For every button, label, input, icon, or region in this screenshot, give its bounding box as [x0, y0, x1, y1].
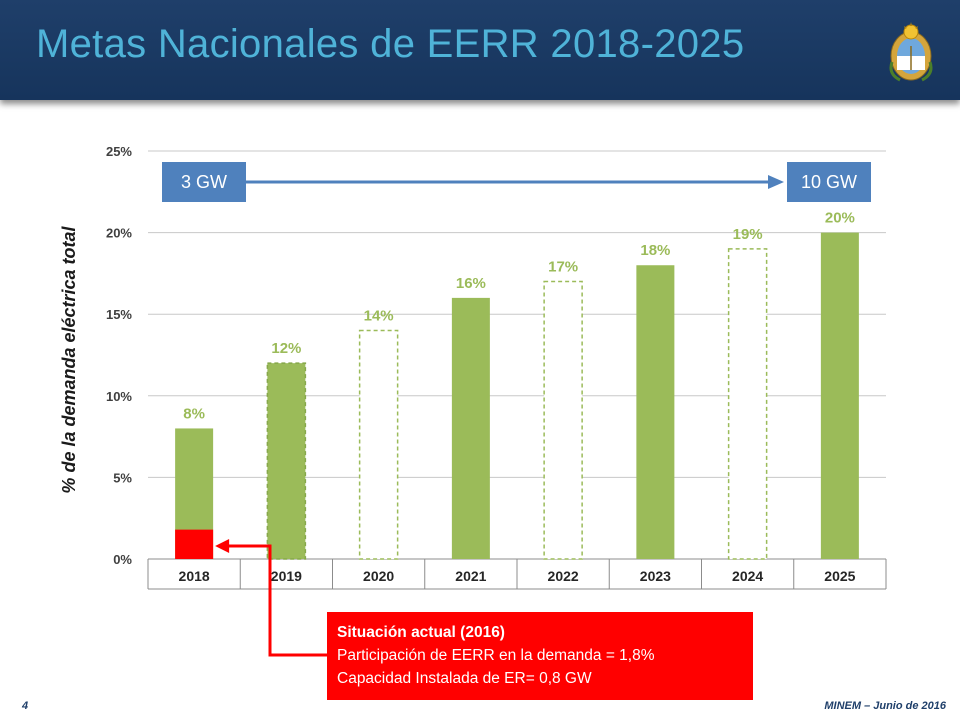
- data-label-2025: 20%: [825, 210, 855, 227]
- bar-2023: [636, 265, 675, 559]
- header-bar: Metas Nacionales de EERR 2018-2025: [0, 0, 960, 100]
- bar-2024: [727, 248, 768, 560]
- page-number: 4: [22, 700, 29, 712]
- callout-line-2: Capacidad Instalada de ER= 0,8 GW: [337, 670, 592, 687]
- y-tick-label: 10%: [106, 389, 132, 404]
- data-label-2021: 16%: [456, 275, 486, 292]
- callout-line-1: Participación de EERR en la demanda = 1,…: [337, 647, 655, 664]
- page-title: Metas Nacionales de EERR 2018-2025: [36, 22, 745, 66]
- callout-arrowhead: [215, 539, 230, 553]
- bar-2025: [820, 232, 859, 559]
- y-tick-label: 15%: [106, 307, 132, 322]
- data-label-2022: 17%: [548, 259, 578, 276]
- x-tick-label: 2020: [363, 568, 394, 584]
- x-tick-label: 2022: [548, 568, 579, 584]
- bar-2020: [358, 329, 399, 560]
- callout-connector-line: [225, 544, 327, 657]
- bar-2019: [266, 362, 307, 560]
- x-tick-label: 2019: [271, 568, 302, 584]
- bar-2021: [451, 297, 490, 559]
- x-tick-label: 2024: [732, 568, 763, 584]
- capacity-arrowhead: [768, 175, 784, 189]
- data-label-2018: 8%: [183, 405, 205, 422]
- capacity-end-box: 10 GW: [787, 162, 871, 202]
- y-tick-label: 0%: [113, 552, 132, 567]
- y-axis-label: % de la demanda eléctrica total: [59, 226, 79, 494]
- callout-title: Situación actual (2016): [337, 624, 505, 641]
- data-label-2020: 14%: [364, 308, 394, 325]
- coat-of-arms-icon: [889, 22, 933, 82]
- data-label-2019: 12%: [271, 340, 301, 357]
- bar-2022: [543, 280, 583, 560]
- data-label-2023: 18%: [640, 242, 670, 259]
- y-tick-label: 5%: [113, 470, 132, 485]
- data-label-2024: 19%: [733, 226, 763, 243]
- x-tick-label: 2023: [640, 568, 671, 584]
- x-tick-label: 2025: [824, 568, 855, 584]
- footer-source: MINEM – Junio de 2016: [824, 700, 946, 712]
- current-situation-callout: Situación actual (2016) Participación de…: [327, 612, 753, 700]
- y-tick-label: 20%: [106, 226, 132, 241]
- x-tick-label: 2021: [455, 568, 486, 584]
- x-tick-label: 2018: [179, 568, 210, 584]
- current-value-bar: [175, 529, 214, 559]
- capacity-start-box: 3 GW: [162, 162, 246, 202]
- y-tick-label: 25%: [106, 144, 132, 159]
